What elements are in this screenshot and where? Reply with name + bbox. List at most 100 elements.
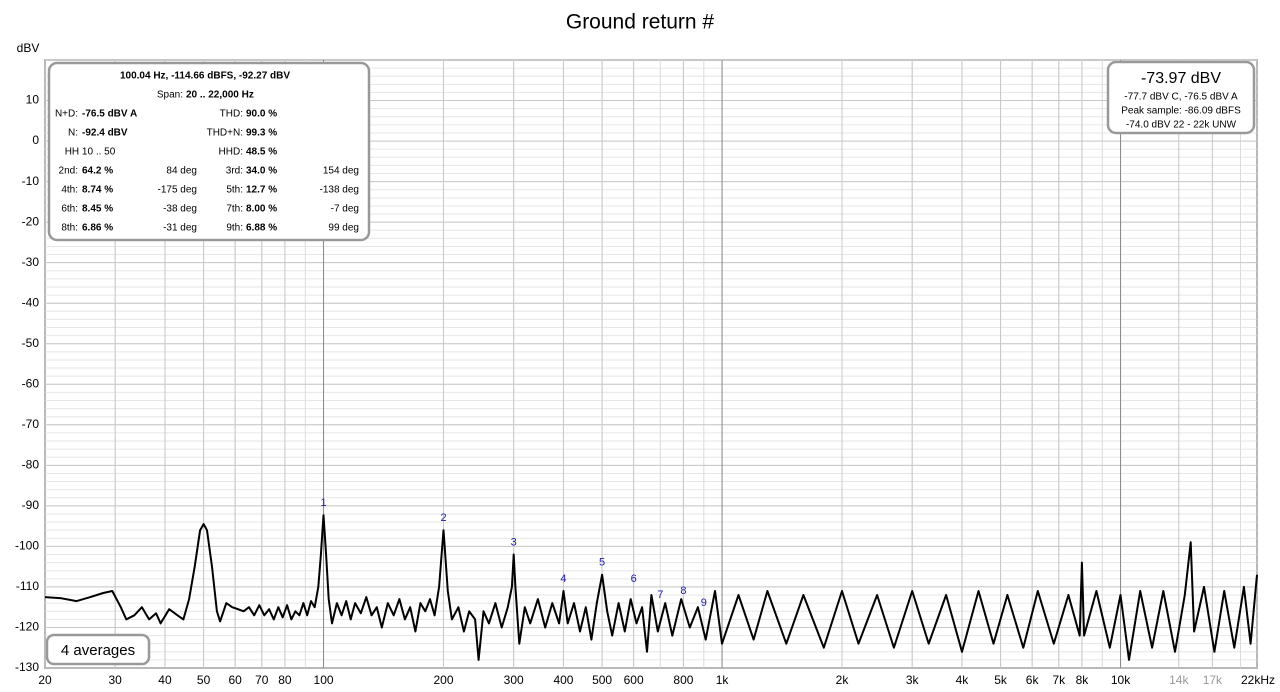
y-tick-label: -110: [16, 579, 39, 593]
info-cell: 2nd:: [59, 166, 78, 177]
y-tick-label: -70: [22, 417, 40, 431]
y-tick-label: -90: [22, 498, 40, 512]
harmonic-marker: 2: [440, 512, 446, 524]
x-tick-label: 300: [504, 673, 524, 687]
harmonic-marker: 8: [680, 585, 686, 597]
y-tick-label: -130: [15, 660, 39, 674]
y-axis-label: dBV: [17, 41, 40, 55]
chart-title: Ground return #: [566, 11, 715, 34]
x-tick-label: 7k: [1052, 673, 1066, 687]
info-cell: 8.45 %: [82, 204, 113, 215]
y-tick-label: -50: [22, 336, 40, 350]
y-tick-label: -100: [15, 539, 39, 553]
info-cell: THD:: [220, 109, 243, 120]
averages-box: [45, 633, 151, 666]
info-cell: -7 deg: [331, 204, 359, 215]
y-tick-label: 10: [26, 93, 40, 107]
level-line: Peak sample: -86.09 dBFS: [1121, 106, 1241, 117]
info-cell: 99 deg: [328, 223, 359, 234]
info-cell: 90.0 %: [246, 109, 277, 120]
x-tick-label: 2k: [836, 673, 850, 687]
info-cell: 7th:: [226, 204, 243, 215]
info-cell: 9th:: [226, 223, 243, 234]
x-tick-label: 5k: [994, 673, 1008, 687]
info-panel: [47, 61, 371, 242]
info-cell: 5th:: [226, 185, 243, 196]
span-value: 20 .. 22,000 Hz: [186, 90, 254, 101]
info-cell: 154 deg: [323, 166, 359, 177]
info-cell: 48.5 %: [246, 147, 277, 158]
x-tick-label: 50: [197, 673, 211, 687]
x-tick-label: 20: [38, 673, 52, 687]
level-panel: [1106, 60, 1256, 135]
x-tick-label: 70: [255, 673, 269, 687]
x-tick-label: 3k: [906, 673, 920, 687]
info-cell: 4th:: [61, 185, 78, 196]
info-cell: HH 10 .. 50: [65, 147, 116, 158]
y-tick-label: -30: [22, 255, 40, 269]
x-tick-label: 500: [592, 673, 612, 687]
y-tick-label: -20: [22, 214, 40, 228]
y-tick-label: -80: [22, 458, 40, 472]
info-cell: 34.0 %: [246, 166, 277, 177]
x-tick-label: 22kHz: [1241, 673, 1275, 687]
x-tick-label: 400: [553, 673, 573, 687]
info-cell: 8th:: [61, 223, 78, 234]
level-line: -77.7 dBV C, -76.5 dBV A: [1124, 92, 1238, 103]
x-tick-label: 4k: [956, 673, 970, 687]
x-tick-label: 80: [278, 673, 292, 687]
y-tick-label: 0: [32, 133, 39, 147]
info-cell: -38 deg: [163, 204, 197, 215]
harmonic-marker: 5: [599, 557, 605, 569]
harmonic-marker: 9: [701, 597, 707, 609]
x-tick-label: 800: [673, 673, 693, 687]
harmonic-marker: 3: [511, 536, 517, 548]
info-cell: HHD:: [219, 147, 243, 158]
x-tick-label: 10k: [1111, 673, 1131, 687]
averages-label: 4 averages: [61, 642, 135, 659]
y-tick-label: -120: [15, 620, 39, 634]
x-tick-label: 100: [314, 673, 334, 687]
info-cell: 6.88 %: [246, 223, 277, 234]
harmonic-marker: 7: [657, 589, 663, 601]
info-cell: THD+N:: [207, 128, 243, 139]
x-tick-label: 17k: [1203, 673, 1223, 687]
span-label: Span:: [157, 90, 183, 101]
info-cell: 99.3 %: [246, 128, 277, 139]
trace-line: [44, 514, 1258, 661]
info-cell: -175 deg: [158, 185, 197, 196]
info-cell: -31 deg: [163, 223, 197, 234]
info-cell: 3rd:: [226, 166, 243, 177]
info-cell: -76.5 dBV A: [82, 109, 137, 120]
x-tick-label: 600: [624, 673, 644, 687]
info-cell: 8.74 %: [82, 185, 113, 196]
level-main: -73.97 dBV: [1141, 70, 1221, 87]
x-tick-label: 200: [433, 673, 453, 687]
x-tick-label: 40: [158, 673, 172, 687]
info-cell: 12.7 %: [246, 185, 277, 196]
x-tick-label: 6k: [1026, 673, 1040, 687]
info-cell: 8.00 %: [246, 204, 277, 215]
y-tick-label: -40: [22, 295, 40, 309]
y-tick-label: -10: [22, 174, 40, 188]
info-cell: 84 deg: [166, 166, 197, 177]
y-tick-label: -60: [22, 376, 40, 390]
info-cell: N+D:: [55, 109, 78, 120]
level-line: -74.0 dBV 22 - 22k UNW: [1126, 120, 1237, 131]
info-header: 100.04 Hz, -114.66 dBFS, -92.27 dBV: [120, 71, 290, 82]
info-cell: -138 deg: [320, 185, 359, 196]
x-tick-label: 14k: [1169, 673, 1189, 687]
info-cell: 6.86 %: [82, 223, 113, 234]
x-tick-label: 8k: [1076, 673, 1090, 687]
info-cell: N:: [68, 128, 78, 139]
x-tick-label: 60: [228, 673, 242, 687]
harmonic-marker: 1: [320, 497, 326, 509]
x-tick-label: 30: [108, 673, 122, 687]
harmonic-marker: 4: [560, 573, 566, 585]
x-tick-label: 1k: [716, 673, 730, 687]
info-cell: 6th:: [61, 204, 78, 215]
harmonic-marker: 6: [631, 573, 637, 585]
info-cell: -92.4 dBV: [82, 128, 128, 139]
